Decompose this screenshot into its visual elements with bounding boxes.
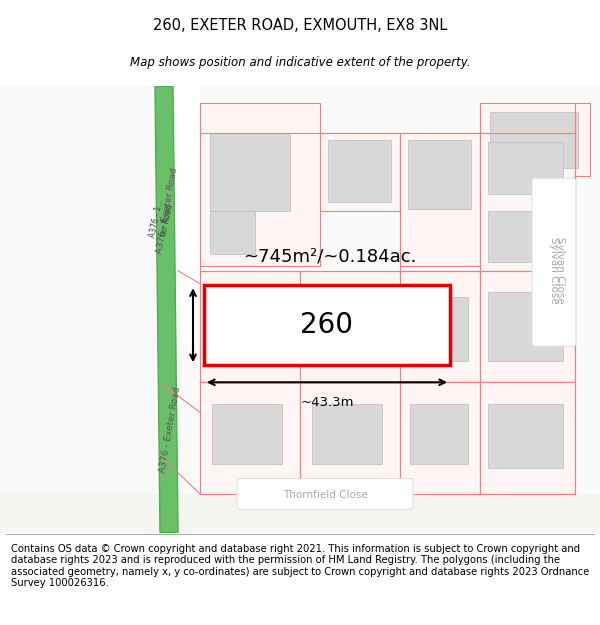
Bar [210,134,290,211]
Text: A376 - Exeter Road: A376 - Exeter Road [155,167,179,254]
Bar [488,404,563,468]
Bar [480,134,575,271]
Bar [0,86,155,532]
Text: ~745m²/~0.184ac.: ~745m²/~0.184ac. [244,247,416,265]
Bar [200,382,300,494]
Bar [488,292,563,361]
Bar [490,112,578,168]
Bar [300,382,400,494]
Text: Thornfield Close: Thornfield Close [283,490,367,500]
Text: Sylvan Close: Sylvan Close [555,238,565,304]
FancyBboxPatch shape [237,478,413,509]
Bar [400,382,480,494]
Text: A376 - 1…
ter Road: A376 - 1… ter Road [148,198,176,241]
Text: Contains OS data © Crown copyright and database right 2021. This information is : Contains OS data © Crown copyright and d… [11,544,589,588]
Bar [328,141,391,202]
Bar [488,142,563,194]
Text: Sylvan Close: Sylvan Close [549,238,559,304]
Bar [408,296,468,361]
Bar [320,134,400,211]
Text: 260, EXETER ROAD, EXMOUTH, EX8 3NL: 260, EXETER ROAD, EXMOUTH, EX8 3NL [153,18,447,33]
Bar [400,271,480,382]
Bar [215,305,280,352]
Text: 260: 260 [301,311,353,339]
Bar [178,86,600,532]
Bar [160,86,200,344]
Bar [408,141,471,209]
Bar [480,103,590,176]
FancyBboxPatch shape [532,178,576,346]
Bar [488,211,543,262]
Bar [204,286,450,365]
Bar [400,134,480,266]
Bar [210,301,275,357]
Text: A376 - Exeter Road: A376 - Exeter Road [158,386,182,473]
Bar [480,271,575,382]
Bar [200,271,480,382]
Bar [212,404,282,464]
Bar [210,211,255,254]
Polygon shape [155,86,178,532]
Bar [480,382,575,494]
Bar [410,404,468,464]
Text: ~43.3m: ~43.3m [300,396,354,409]
Text: Map shows position and indicative extent of the property.: Map shows position and indicative extent… [130,56,470,69]
Bar [312,404,382,464]
Bar [200,103,320,266]
Bar [0,494,600,532]
